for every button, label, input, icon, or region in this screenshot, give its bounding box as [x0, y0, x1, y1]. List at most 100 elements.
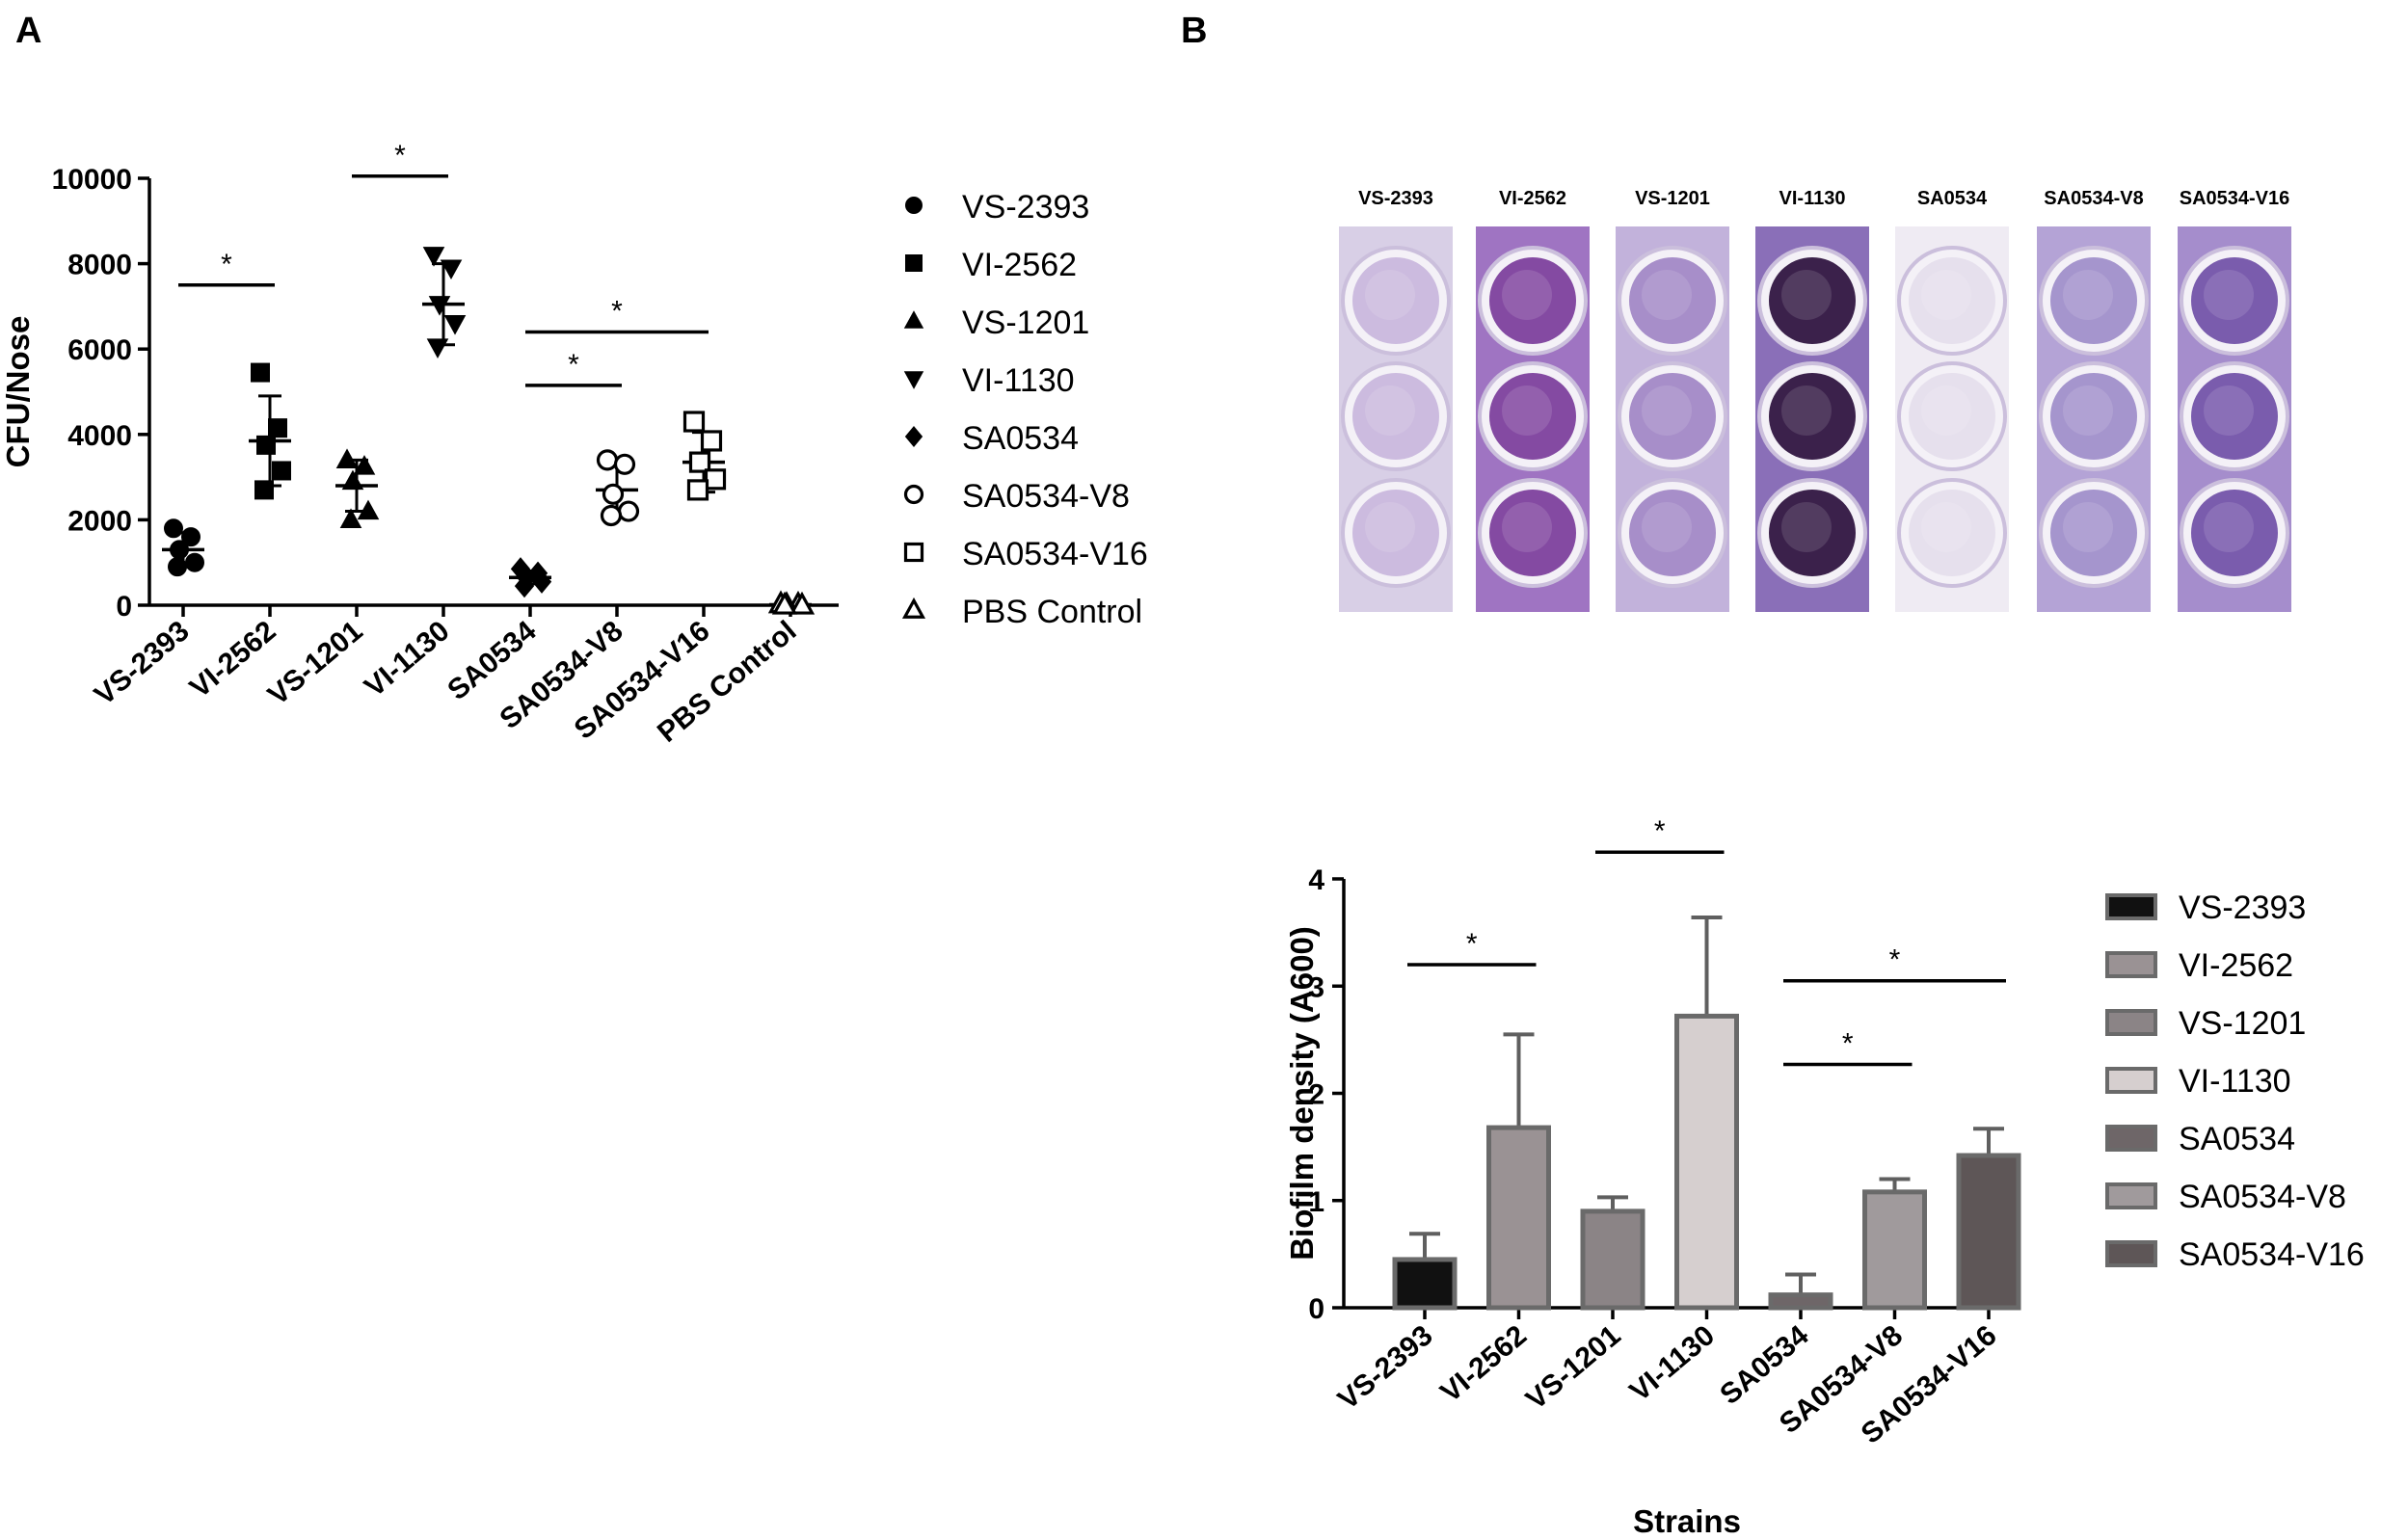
- panel-a-y-tick-label: 6000: [67, 334, 132, 366]
- panel-a-data-point: [514, 573, 535, 598]
- panel-a-legend-marker: [903, 484, 924, 505]
- panel-a-x-tick-label: VS-1201: [262, 615, 369, 711]
- panel-a-data-point: [682, 411, 706, 433]
- plate-well-highlight: [2204, 270, 2254, 320]
- plate-well-highlight: [1642, 385, 1692, 436]
- panel-a-legend-label: VI-2562: [962, 247, 1077, 283]
- panel-a-legend-marker: [905, 197, 923, 214]
- panel-a-x-tick-label: VS-2393: [89, 615, 196, 711]
- panel-a-data-point: [688, 451, 711, 473]
- panel-b-y-tick-label: 3: [1308, 971, 1324, 1003]
- panel-a-legend-label: VS-2393: [962, 189, 1089, 226]
- panel-a-legend-label: SA0534: [962, 420, 1079, 457]
- panel-a-data-point: [596, 449, 619, 471]
- plate-well: [1352, 257, 1439, 344]
- plate-column-label: VI-1130: [1779, 188, 1846, 209]
- panel-a-legend-marker: [904, 426, 923, 447]
- panel-b-y-ticks: 0 1 2 3 4: [1308, 864, 1344, 1325]
- panel-b-y-tick-label: 1: [1308, 1186, 1324, 1218]
- panel-a-legend-marker: [903, 542, 924, 563]
- panel-b-letter: B: [1181, 11, 1207, 51]
- panel-a-data-point: [272, 461, 291, 481]
- panel-b-legend-swatch: [2105, 1125, 2157, 1152]
- panel-a-significance-star: *: [568, 349, 579, 381]
- panel-a-data-point: [602, 483, 625, 505]
- panel-a-y-axis-label: CFU/Nose: [0, 316, 36, 468]
- panel-a-data-point: [700, 430, 723, 452]
- panel-b-legend-swatch: [2105, 1009, 2157, 1036]
- panel-a-data-point: [353, 455, 376, 475]
- plate-well-highlight: [2204, 502, 2254, 552]
- panel-a-data-point: [357, 499, 380, 520]
- plate-well-highlight: [2063, 502, 2113, 552]
- panel-a-data-point: [181, 527, 201, 547]
- panel-a-data-point: [440, 259, 463, 279]
- plate-well: [2191, 490, 2278, 576]
- panel-a-data-point: [789, 591, 816, 615]
- plate-column-label: VS-1201: [1635, 188, 1710, 209]
- panel-a-legend-marker: [905, 254, 923, 272]
- panel-a-legend-label: PBS Control: [962, 594, 1142, 630]
- panel-a-data-point: [617, 500, 640, 522]
- panel-b-y-tick-label: 0: [1308, 1293, 1324, 1325]
- plate-well: [1629, 257, 1716, 344]
- panel-b-x-axis-label: Strains: [1633, 1503, 1741, 1539]
- plate-column-label: SA0534-V8: [2044, 188, 2143, 209]
- plate-well: [1489, 373, 1576, 460]
- plate-well: [1489, 490, 1576, 576]
- panel-a-data-point: [341, 469, 364, 491]
- panel-b-legend-swatch: [2105, 1240, 2157, 1267]
- panel-b-bar: [1862, 1189, 1927, 1311]
- panel-b-bar: [1392, 1257, 1458, 1311]
- panel-a-data-point: [686, 479, 709, 501]
- plate-well: [2050, 373, 2137, 460]
- plate-well-highlight: [1921, 385, 1971, 436]
- biofilm-plate-image: VS-2393 VI-2562 VS-1201 VI-1130 SA0534 SA0534…: [1339, 188, 2291, 612]
- panel-b-legend-swatch: [2105, 1182, 2157, 1209]
- panel-a-y-ticks: 0 2000 4000 6000 8000 10000: [52, 164, 149, 623]
- plate-well-highlight: [1502, 385, 1552, 436]
- panel-a-data-point: [704, 468, 727, 491]
- plate-well-highlight: [1502, 502, 1552, 552]
- panel-a-data-point: [443, 315, 467, 335]
- panel-b-legend-swatch: [2105, 1067, 2157, 1094]
- panel-a-legend-label: VS-1201: [962, 305, 1089, 341]
- panel-a-legend-label: SA0534-V8: [962, 478, 1130, 515]
- panel-b-legend: VS-2393 VI-2562 VS-1201 VI-1130 SA0534 SA0534…: [2105, 889, 2365, 1273]
- panel-a-legend-label: SA0534-V16: [962, 536, 1148, 572]
- plate-well: [1909, 257, 1995, 344]
- plate-well-highlight: [1781, 270, 1832, 320]
- panel-a-legend-marker: [903, 310, 924, 329]
- plate-well-highlight: [2063, 385, 2113, 436]
- panel-a-data-point: [251, 362, 270, 383]
- panel-b-significance: * * * *: [1407, 815, 2006, 1067]
- panel-b-significance-star: *: [1842, 1027, 1854, 1059]
- plate-well-highlight: [1502, 270, 1552, 320]
- panel-a-x-tick-label: VI-1130: [359, 615, 455, 704]
- panel-a-data-point: [428, 296, 451, 316]
- plate-well-highlight: [1365, 502, 1415, 552]
- plate-well: [1909, 490, 1995, 576]
- plate-column-label: SA0534-V16: [2180, 188, 2290, 209]
- panel-b-bar: [1580, 1208, 1645, 1311]
- panel-a-data-point: [422, 247, 445, 267]
- plate-well: [1489, 257, 1576, 344]
- panel-a-legend-label: VI-1130: [962, 362, 1075, 399]
- panel-a-significance-star: *: [394, 140, 406, 172]
- panel-b-legend-label: VI-1130: [2179, 1063, 2291, 1100]
- panel-a-data-point: [613, 453, 636, 475]
- panel-b-significance-star: *: [1654, 815, 1666, 847]
- panel-a-data-point: [168, 557, 187, 577]
- panel-a-x-ticks: VS-2393VI-2562VS-1201VI-1130SA0534SA0534…: [89, 605, 802, 749]
- panel-b-significance-star: *: [1889, 944, 1901, 976]
- panel-a-letter: A: [15, 11, 41, 51]
- panel-a-legend: VS-2393 VI-2562 VS-1201 VI-1130 SA0534 SA0534…: [901, 189, 1148, 630]
- plate-well: [1769, 490, 1856, 576]
- plate-column-label: SA0534: [1917, 188, 1988, 209]
- panel-b-legend-label: SA0534: [2179, 1121, 2295, 1157]
- plate-well: [2191, 257, 2278, 344]
- plate-well: [1629, 373, 1716, 460]
- plate-well-highlight: [1365, 385, 1415, 436]
- panel-b-legend-label: VI-2562: [2179, 947, 2293, 984]
